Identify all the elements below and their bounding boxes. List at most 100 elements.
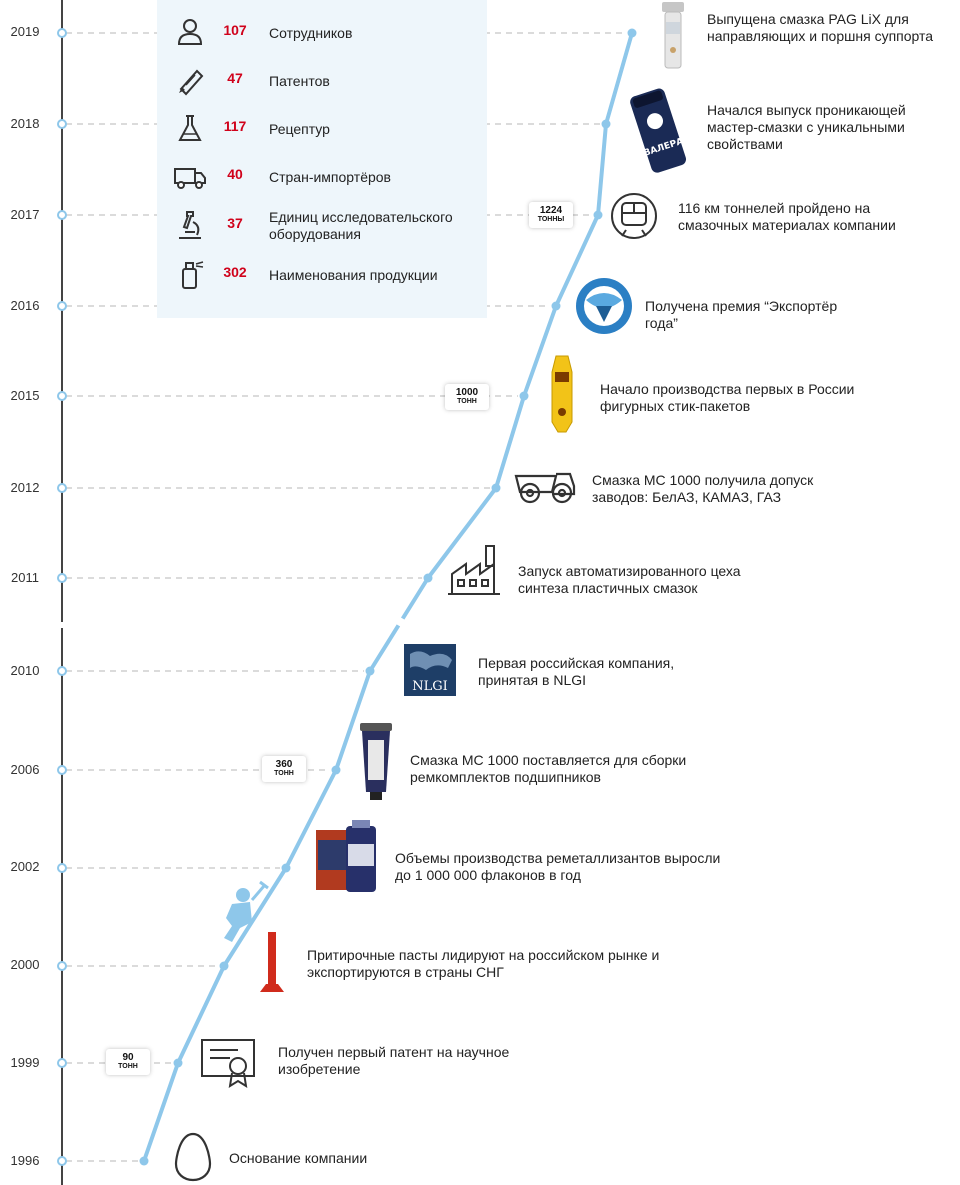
svg-text:NLGI: NLGI <box>412 679 448 694</box>
year-label: 2017 <box>10 207 40 222</box>
event-text-2018: Начался выпуск проникающей мастер-смазки… <box>707 102 906 152</box>
year-label: 2019 <box>10 24 40 39</box>
year-label: 2015 <box>10 388 40 403</box>
event-text-2006: Смазка МС 1000 поставляется для сборки р… <box>410 752 687 785</box>
event-text-2019: Выпущена смазка PAG LiX для направляющих… <box>707 11 934 44</box>
axis-year-dot <box>57 210 67 220</box>
event-text-2011: Запуск автоматизированного цеха синтеза … <box>518 563 741 596</box>
person-icon <box>177 19 203 45</box>
volume-badge-1999: 90 ТОНН <box>106 1049 150 1075</box>
stat-row-products: 302 Наименования продукции <box>157 255 487 295</box>
volume-badge-2015: 1000 ТОНН <box>445 384 489 410</box>
year-label: 2000 <box>10 957 40 972</box>
line-break <box>389 613 407 628</box>
axis-year-dot <box>57 1058 67 1068</box>
badge-value: 360 <box>275 759 293 770</box>
stats-panel: 107 Сотрудников 47 Патентов 117 Рецептур… <box>157 0 487 318</box>
growth-line-point <box>281 863 291 873</box>
lubricant-tube-icon <box>662 2 684 69</box>
stat-value: 117 <box>223 118 247 134</box>
growth-line-point <box>423 573 433 583</box>
stat-value: 107 <box>223 22 247 38</box>
year-label: 2006 <box>10 762 40 777</box>
growth-line-point <box>219 961 229 971</box>
growth-line-point <box>331 765 341 775</box>
badge-unit: ТОНН <box>118 1063 138 1070</box>
event-text-2002: Объемы производства реметаллизантов выро… <box>395 850 721 883</box>
event-text-2012: Смазка МС 1000 получила допуск заводов: … <box>592 472 814 505</box>
stat-label: Стран-импортёров <box>269 168 391 185</box>
badge-value: 1224 <box>539 205 563 216</box>
stat-value: 47 <box>227 70 243 86</box>
spray-can-icon <box>182 261 204 289</box>
stat-label: Единиц исследовательского оборудования <box>269 209 453 242</box>
growth-line-point <box>519 391 529 401</box>
stat-row-employees: 107 Сотрудников <box>157 13 487 53</box>
event-text-2000: Притирочные пасты лидируют на российском… <box>307 947 660 980</box>
axis-year-dot <box>57 28 67 38</box>
certificate-icon <box>201 1039 255 1089</box>
stat-row-patents: 47 Патентов <box>157 61 487 101</box>
year-label: 2012 <box>10 480 40 495</box>
growth-line-point <box>491 483 501 493</box>
axis-year-dot <box>57 765 67 775</box>
stat-label: Сотрудников <box>269 24 353 41</box>
badge-value: 90 <box>122 1052 134 1063</box>
microscope-icon <box>179 211 201 239</box>
growth-line-point <box>139 1156 149 1166</box>
year-label: 2002 <box>10 859 40 874</box>
growth-line-point <box>551 301 561 311</box>
volume-badge-2017: 1224 ТОННЫ <box>529 202 573 228</box>
axis-year-dot <box>57 961 67 971</box>
year-label: 2010 <box>10 663 40 678</box>
climber-icon <box>224 880 269 942</box>
axis-year-dot <box>57 573 67 583</box>
factory-icon <box>448 545 500 595</box>
axis-year-dot <box>57 301 67 311</box>
badge-value: 1000 <box>455 387 479 398</box>
stat-label: Рецептур <box>269 120 330 137</box>
event-text-2016: Получена премия “Экспортёр года” <box>645 298 838 331</box>
year-label: 1996 <box>10 1153 40 1168</box>
bottles-icon <box>316 820 376 892</box>
axis-year-dot <box>57 391 67 401</box>
dump-truck-icon <box>514 472 576 504</box>
year-label: 2016 <box>10 298 40 313</box>
award-logo-icon <box>576 278 632 334</box>
year-label: 1999 <box>10 1055 40 1070</box>
stat-row-research-equipment: 37 Единиц исследовательского оборудовани… <box>157 206 487 246</box>
year-label: 2018 <box>10 116 40 131</box>
growth-line-point <box>173 1058 183 1068</box>
diploma-scroll-icon <box>179 69 204 96</box>
axis-year-dot <box>57 483 67 493</box>
growth-line-point <box>365 666 375 676</box>
stick-pack-icon <box>551 355 573 433</box>
event-text-1996: Основание компании <box>229 1150 368 1166</box>
truck-icon <box>174 168 206 189</box>
event-text-2010: Первая российская компания, принятая в N… <box>478 655 675 688</box>
stat-row-recipes: 117 Рецептур <box>157 109 487 149</box>
axis-year-dot <box>57 863 67 873</box>
badge-unit: ТОНН <box>274 770 294 777</box>
stat-value: 37 <box>227 215 243 231</box>
grease-tube-icon <box>360 723 392 800</box>
stat-value: 302 <box>223 264 247 280</box>
nlgi-logo-icon: NLGI <box>404 644 456 696</box>
metro-train-icon <box>611 193 657 239</box>
egg-icon <box>174 1132 212 1182</box>
axis-year-dot <box>57 666 67 676</box>
stat-value: 40 <box>227 166 243 182</box>
event-text-2015: Начало производства первых в России фигу… <box>600 381 855 414</box>
paste-tube-icon <box>260 932 284 992</box>
stat-label: Патентов <box>269 72 330 89</box>
growth-line-point <box>601 119 611 129</box>
event-text-2017: 116 км тоннелей пройдено на смазочных ма… <box>678 200 896 233</box>
stat-label: Наименования продукции <box>269 266 438 283</box>
growth-line-point <box>593 210 603 220</box>
year-label: 2011 <box>11 570 39 585</box>
axis-year-dot <box>57 119 67 129</box>
growth-line-point <box>627 28 637 38</box>
badge-unit: ТОНН <box>457 398 477 405</box>
badge-unit: ТОННЫ <box>537 216 565 223</box>
